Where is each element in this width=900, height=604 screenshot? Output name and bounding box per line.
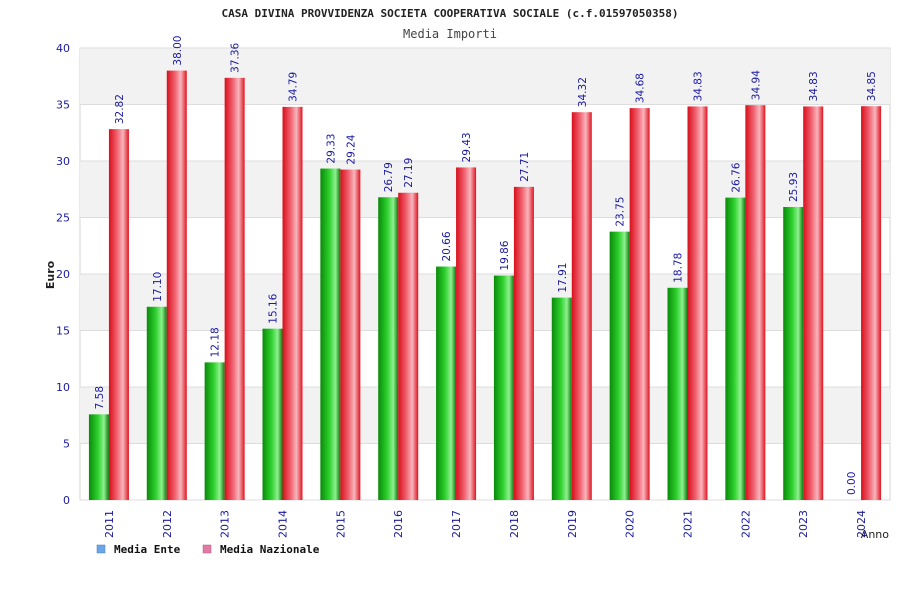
- x-tick-label: 2024: [855, 510, 868, 538]
- plot-band: [80, 48, 890, 105]
- chart-title: CASA DIVINA PROVVIDENZA SOCIETA COOPERAT…: [222, 7, 679, 20]
- legend-label-media-nazionale: Media Nazionale: [220, 543, 320, 556]
- bar-media-nazionale: [513, 186, 534, 500]
- x-tick-label: 2022: [739, 510, 752, 538]
- x-tick-label: 2016: [392, 510, 405, 538]
- x-tick-label: 2014: [277, 510, 290, 538]
- plot-band: [80, 161, 890, 218]
- bar-value-labels: 7.58 32.82 17.10 38.00 12.18 37.36 15.16 34.79 2…: [94, 36, 878, 495]
- x-tick-label: 2017: [450, 510, 463, 538]
- bar-media-ente: [146, 306, 167, 500]
- bar-value-label: 29.24: [345, 134, 357, 164]
- bar-media-nazionale: [687, 106, 708, 501]
- bar-value-label: 34.83: [808, 71, 820, 101]
- bar-media-nazionale: [571, 112, 592, 501]
- bars: [88, 70, 882, 501]
- y-tick-label: 10: [56, 381, 70, 394]
- x-tick-label: 2020: [624, 510, 637, 538]
- bar-media-ente: [609, 231, 630, 500]
- x-tick-label: 2011: [103, 510, 116, 538]
- bar-media-ente: [783, 206, 804, 500]
- x-axis-label: Anno: [861, 528, 889, 541]
- y-tick-label: 30: [56, 155, 70, 168]
- bar-media-nazionale: [398, 192, 419, 501]
- bar-media-nazionale: [224, 77, 245, 500]
- bar-value-label: 38.00: [172, 36, 184, 66]
- bar-media-nazionale: [456, 167, 477, 501]
- y-tick-label: 20: [56, 268, 70, 281]
- bar-media-ente: [378, 197, 399, 500]
- x-tick-label: 2015: [334, 510, 347, 538]
- bar-value-label: 15.16: [268, 293, 280, 323]
- bar-media-ente: [204, 362, 225, 500]
- x-tick-label: 2023: [797, 510, 810, 538]
- bar-value-label: 34.79: [288, 72, 300, 102]
- bar-media-nazionale: [108, 129, 129, 500]
- bar-value-label: 12.18: [210, 327, 222, 357]
- bar-value-label: 0.00: [846, 472, 858, 495]
- bar-media-nazionale: [166, 70, 187, 500]
- y-axis-ticks: 0 5 10 15 20 25 30 35 40: [56, 42, 70, 507]
- x-tick-label: 2021: [682, 510, 695, 538]
- x-tick-label: 2018: [508, 510, 521, 538]
- bar-media-nazionale: [745, 105, 766, 500]
- x-axis-ticks: 2011 2012 2013 2014 2015 2016 2017 2018 2019 2020…: [103, 510, 868, 538]
- bar-value-label: 34.85: [866, 71, 878, 101]
- bar-value-label: 27.71: [519, 152, 531, 182]
- x-tick-label: 2019: [566, 510, 579, 538]
- bar-value-label: 25.93: [788, 172, 800, 202]
- bar-media-nazionale: [282, 106, 303, 501]
- bar-value-label: 7.58: [94, 386, 106, 409]
- bar-value-label: 26.76: [730, 162, 742, 192]
- bar-media-ente: [493, 275, 514, 500]
- chart-subtitle: Media Importi: [403, 27, 497, 41]
- bar-value-label: 29.33: [325, 134, 337, 164]
- bar-media-nazionale: [861, 106, 882, 500]
- bar-value-label: 34.83: [693, 71, 705, 101]
- bar-value-label: 34.68: [635, 73, 647, 103]
- bar-value-label: 19.86: [499, 240, 511, 270]
- bar-media-ente: [320, 168, 341, 501]
- bar-value-label: 37.36: [230, 42, 242, 72]
- plot-band: [80, 387, 890, 444]
- bar-value-label: 17.91: [557, 263, 569, 293]
- bar-value-label: 23.75: [615, 197, 627, 227]
- x-tick-label: 2012: [161, 510, 174, 538]
- bar-value-label: 17.10: [152, 272, 164, 302]
- bar-media-nazionale: [629, 108, 650, 500]
- bar-value-label: 27.19: [403, 158, 415, 188]
- x-tick-label: 2013: [219, 510, 232, 538]
- bar-media-ente: [436, 266, 457, 500]
- legend-label-media-ente: Media Ente: [114, 543, 181, 556]
- bar-value-label: 32.82: [114, 94, 126, 124]
- bar-value-label: 29.43: [461, 132, 473, 162]
- bar-media-nazionale: [340, 169, 361, 500]
- legend-swatch-media-nazionale: [202, 544, 212, 554]
- y-tick-label: 25: [56, 212, 70, 225]
- y-tick-label: 15: [56, 325, 70, 338]
- bar-media-ente: [88, 414, 109, 500]
- y-tick-label: 5: [63, 438, 70, 451]
- bar-value-label: 26.79: [383, 162, 395, 192]
- bar-value-label: 18.78: [673, 253, 685, 283]
- y-tick-label: 0: [63, 494, 70, 507]
- bar-media-ente: [725, 197, 746, 500]
- y-tick-label: 35: [56, 99, 70, 112]
- legend: Media Ente Media Nazionale: [96, 543, 320, 556]
- bar-value-label: 34.94: [750, 70, 762, 100]
- bar-media-nazionale: [803, 106, 824, 501]
- y-tick-label: 40: [56, 42, 70, 55]
- y-axis-label: Euro: [44, 260, 57, 289]
- bar-media-ente: [551, 297, 572, 500]
- plot-band: [80, 274, 890, 331]
- bar-value-label: 20.66: [441, 231, 453, 261]
- bar-media-ente: [667, 287, 688, 500]
- bar-value-label: 34.32: [577, 77, 589, 107]
- bar-media-ente: [262, 328, 283, 500]
- legend-swatch-media-ente: [96, 544, 106, 554]
